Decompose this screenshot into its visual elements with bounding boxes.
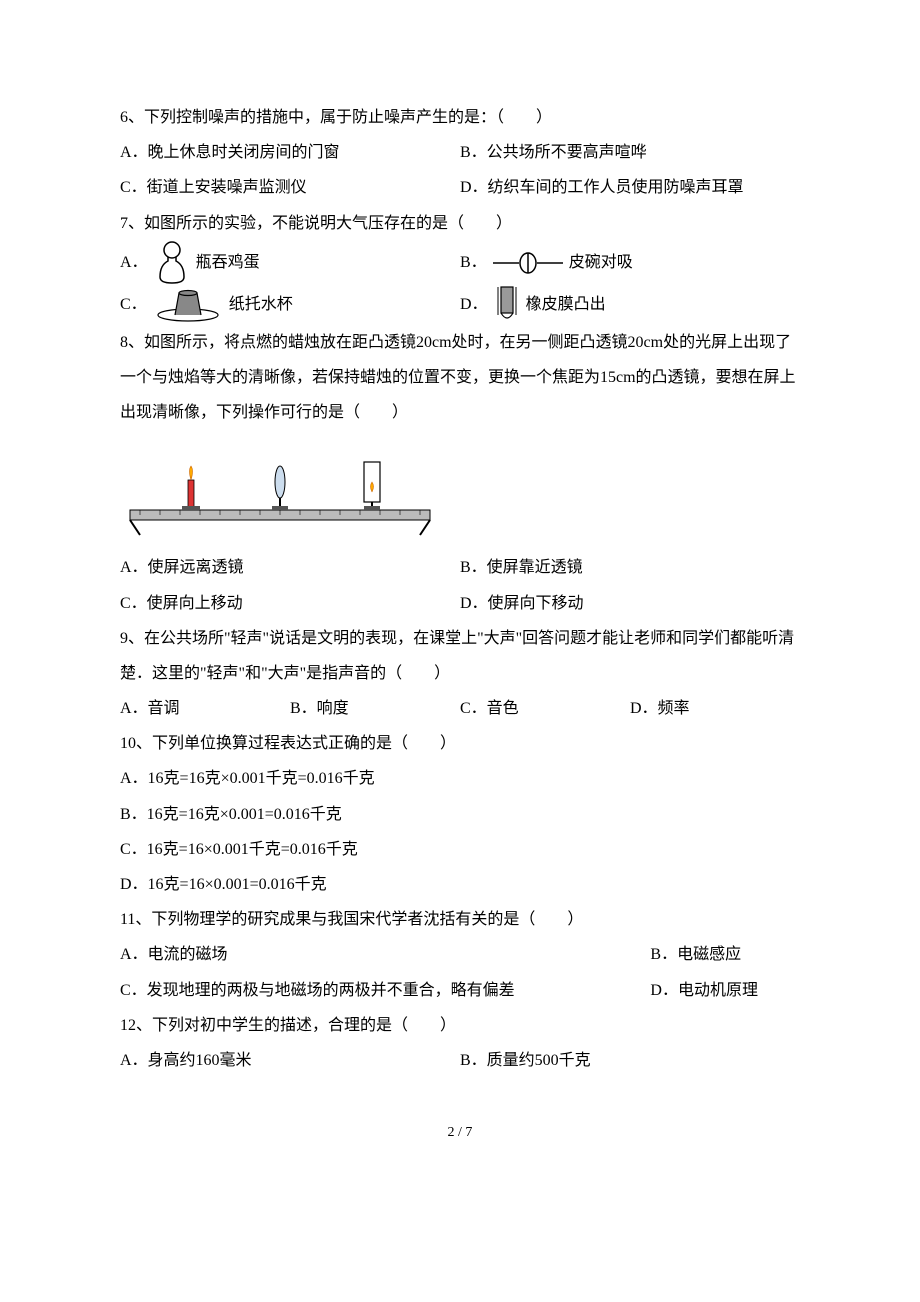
q7-b-text: 皮碗对吸 bbox=[569, 245, 633, 280]
q11-opt-b: B．电磁感应 bbox=[650, 937, 800, 972]
q7-b-prefix: B． bbox=[460, 245, 487, 280]
q8-opt-b: B．使屏靠近透镜 bbox=[460, 550, 800, 585]
q11-row1: A．电流的磁场 B．电磁感应 bbox=[120, 937, 800, 972]
q11-stem: 11、下列物理学的研究成果与我国宋代学者沈括有关的是（ ） bbox=[120, 902, 800, 937]
q7-c-text: 纸托水杯 bbox=[229, 287, 293, 322]
q6-opt-a: A．晚上休息时关闭房间的门窗 bbox=[120, 135, 460, 170]
q6-row2: C．街道上安装噪声监测仪 D．纺织车间的工作人员使用防噪声耳罩 bbox=[120, 170, 800, 205]
q7-a-text: 瓶吞鸡蛋 bbox=[196, 245, 260, 280]
q8-opt-d: D．使屏向下移动 bbox=[460, 586, 800, 621]
q7-opt-a: A． 瓶吞鸡蛋 bbox=[120, 241, 460, 285]
q9-opt-b: B．响度 bbox=[290, 691, 460, 726]
q9-opt-a: A．音调 bbox=[120, 691, 290, 726]
q11-row2: C．发现地理的两极与地磁场的两极并不重合，略有偏差 D．电动机原理 bbox=[120, 973, 800, 1008]
q6-opt-c: C．街道上安装噪声监测仪 bbox=[120, 170, 460, 205]
suction-cups-icon bbox=[493, 251, 563, 275]
q8-figure bbox=[120, 440, 800, 540]
q10-opt-c: C．16克=16×0.001千克=0.016千克 bbox=[120, 832, 800, 867]
q11-opt-a: A．电流的磁场 bbox=[120, 937, 650, 972]
q7-row1: A． 瓶吞鸡蛋 B． 皮碗对吸 bbox=[120, 241, 800, 285]
paper-cup-icon bbox=[153, 287, 223, 323]
q10-stem: 10、下列单位换算过程表达式正确的是（ ） bbox=[120, 726, 800, 761]
page-footer: 2 / 7 bbox=[120, 1118, 800, 1149]
bottle-egg-icon bbox=[154, 241, 190, 285]
q12-opt-a: A．身高约160毫米 bbox=[120, 1043, 460, 1078]
q11-opt-c: C．发现地理的两极与地磁场的两极并不重合，略有偏差 bbox=[120, 973, 650, 1008]
membrane-tube-icon bbox=[494, 285, 520, 325]
q10-opt-d: D．16克=16×0.001=0.016千克 bbox=[120, 867, 800, 902]
q12-row: A．身高约160毫米 B．质量约500千克 bbox=[120, 1043, 800, 1078]
q7-row2: C． 纸托水杯 D． 橡皮膜凸出 bbox=[120, 285, 800, 325]
q9-row: A．音调 B．响度 C．音色 D．频率 bbox=[120, 691, 800, 726]
optical-bench-icon bbox=[120, 440, 440, 540]
q7-d-text: 橡皮膜凸出 bbox=[526, 287, 606, 322]
q8-stem: 8、如图所示，将点燃的蜡烛放在距凸透镜20cm处时，在另一侧距凸透镜20cm处的… bbox=[120, 325, 800, 431]
q7-c-prefix: C． bbox=[120, 287, 147, 322]
q7-opt-b: B． 皮碗对吸 bbox=[460, 241, 800, 285]
q6-opt-d: D．纺织车间的工作人员使用防噪声耳罩 bbox=[460, 170, 800, 205]
q7-a-prefix: A． bbox=[120, 245, 148, 280]
q8-opt-c: C．使屏向上移动 bbox=[120, 586, 460, 621]
q11-opt-d: D．电动机原理 bbox=[650, 973, 800, 1008]
q10-opt-a: A．16克=16克×0.001千克=0.016千克 bbox=[120, 761, 800, 796]
q7-stem: 7、如图所示的实验，不能说明大气压存在的是（ ） bbox=[120, 206, 800, 241]
q10-opt-b: B．16克=16克×0.001=0.016千克 bbox=[120, 797, 800, 832]
q6-row1: A．晚上休息时关闭房间的门窗 B．公共场所不要高声喧哗 bbox=[120, 135, 800, 170]
q7-opt-d: D． 橡皮膜凸出 bbox=[460, 285, 800, 325]
q12-opt-b: B．质量约500千克 bbox=[460, 1043, 800, 1078]
q12-stem: 12、下列对初中学生的描述，合理的是（ ） bbox=[120, 1008, 800, 1043]
q6-opt-b: B．公共场所不要高声喧哗 bbox=[460, 135, 800, 170]
q8-row2: C．使屏向上移动 D．使屏向下移动 bbox=[120, 586, 800, 621]
q9-stem: 9、在公共场所"轻声"说话是文明的表现，在课堂上"大声"回答问题才能让老师和同学… bbox=[120, 621, 800, 691]
q8-row1: A．使屏远离透镜 B．使屏靠近透镜 bbox=[120, 550, 800, 585]
q8-opt-a: A．使屏远离透镜 bbox=[120, 550, 460, 585]
q9-opt-d: D．频率 bbox=[630, 691, 800, 726]
q6-stem: 6、下列控制噪声的措施中，属于防止噪声产生的是：（ ） bbox=[120, 100, 800, 135]
q7-d-prefix: D． bbox=[460, 287, 488, 322]
q7-opt-c: C． 纸托水杯 bbox=[120, 285, 460, 325]
q9-opt-c: C．音色 bbox=[460, 691, 630, 726]
